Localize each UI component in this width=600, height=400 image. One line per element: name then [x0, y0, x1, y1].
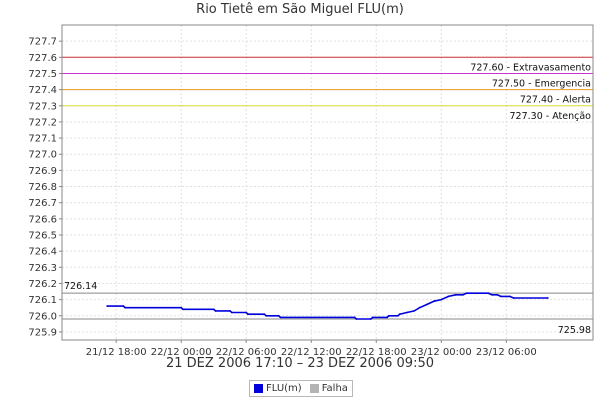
data-point — [386, 316, 388, 319]
legend-swatch-flu — [254, 384, 263, 393]
data-point — [265, 314, 267, 317]
data-point — [245, 311, 248, 314]
data-point — [418, 306, 421, 309]
y-tick-label: 726.6 — [28, 214, 57, 225]
data-point — [263, 313, 266, 316]
data-point — [106, 305, 109, 307]
x-tick-label: 22/12 18:00 — [346, 347, 407, 358]
legend-item-flu[interactable]: FLU(m) — [254, 383, 302, 394]
y-tick-label: 727.2 — [28, 117, 57, 128]
x-tick-label: 22/12 06:00 — [216, 347, 277, 358]
data-point — [388, 314, 390, 317]
data-point — [212, 308, 215, 311]
plot-frame — [61, 24, 594, 341]
min-line-label: 725.98 — [558, 325, 591, 336]
data-point — [398, 313, 401, 316]
data-point — [425, 303, 428, 306]
threshold-label: 727.60 - Extravasamento — [470, 62, 591, 73]
series-line-flu — [107, 292, 548, 320]
x-tick-label: 22/12 12:00 — [281, 347, 342, 358]
legend-label-falha: Falha — [321, 383, 348, 394]
y-tick-label: 727.0 — [28, 150, 57, 161]
y-tick-label: 726.1 — [28, 295, 57, 306]
y-tick-label: 727.7 — [28, 37, 57, 48]
y-tick-label: 726.2 — [28, 279, 57, 290]
data-point — [369, 318, 372, 320]
x-tick-label: 21/12 18:00 — [86, 347, 147, 358]
data-point — [355, 318, 358, 320]
y-tick-label: 727.4 — [28, 85, 57, 96]
data-point — [500, 295, 502, 298]
data-point — [462, 293, 464, 296]
threshold-label: 727.30 - Atenção — [510, 111, 592, 122]
y-tick-label: 727.5 — [28, 69, 57, 80]
data-point — [180, 306, 183, 309]
data-point — [440, 298, 443, 301]
data-point — [230, 311, 233, 314]
y-tick-label: 727.3 — [28, 101, 57, 112]
legend-item-falha[interactable]: Falha — [309, 383, 348, 394]
data-point — [512, 297, 515, 299]
legend-label-flu: FLU(m) — [266, 383, 302, 394]
data-point — [465, 292, 468, 295]
chart-title: Rio Tietê em São Miguel FLU(m) — [196, 2, 404, 17]
y-tick-label: 726.8 — [28, 182, 57, 193]
y-tick-label: 725.9 — [28, 327, 57, 338]
data-point — [413, 310, 416, 312]
threshold-label: 727.50 - Emergencia — [492, 78, 591, 89]
data-point — [122, 305, 125, 307]
threshold-layer: 727.60 - Extravasamento 727.50 - Emergenc… — [62, 56, 593, 336]
data-point — [397, 314, 399, 317]
max-line-label: 726.14 — [64, 281, 97, 292]
data-point — [279, 316, 282, 319]
data-point — [371, 316, 374, 319]
data-point — [487, 292, 490, 295]
data-point — [247, 313, 249, 316]
x-tick-label: 22/12 00:00 — [151, 347, 212, 358]
y-tick-label: 726.0 — [28, 311, 57, 322]
data-point — [454, 293, 457, 296]
data-point — [229, 310, 231, 312]
threshold-label: 727.40 - Alerta — [520, 95, 591, 106]
data-point — [433, 300, 435, 303]
x-tick-label: 23/12 00:00 — [411, 347, 472, 358]
y-tick-label: 727.6 — [28, 53, 57, 64]
axis-layer: 725.9 726.0 726.1 726.2 726.3 726.4 726.5 726.6… — [28, 37, 536, 358]
y-tick-label: 726.5 — [28, 231, 57, 242]
data-point — [447, 295, 450, 298]
y-tick-label: 727.1 — [28, 134, 57, 145]
data-point — [277, 314, 280, 317]
x-axis-label: 21 DEZ 2006 17:10 – 23 DEZ 2006 09:50 — [166, 356, 434, 371]
data-point — [546, 297, 549, 299]
data-point — [214, 310, 217, 312]
data-point — [182, 308, 184, 311]
data-point — [124, 306, 127, 309]
data-point — [353, 316, 356, 319]
data-point — [509, 295, 511, 298]
data-point — [406, 311, 408, 314]
legend-swatch-falha — [309, 384, 319, 393]
data-point — [491, 293, 493, 296]
y-tick-label: 726.7 — [28, 198, 57, 209]
series-layer — [106, 292, 549, 320]
x-tick-label: 23/12 06:00 — [476, 347, 537, 358]
data-point — [496, 293, 499, 296]
y-tick-label: 726.9 — [28, 166, 57, 177]
legend: FLU(m) Falha — [249, 380, 353, 397]
y-tick-label: 726.4 — [28, 247, 57, 258]
y-tick-label: 726.3 — [28, 263, 57, 274]
